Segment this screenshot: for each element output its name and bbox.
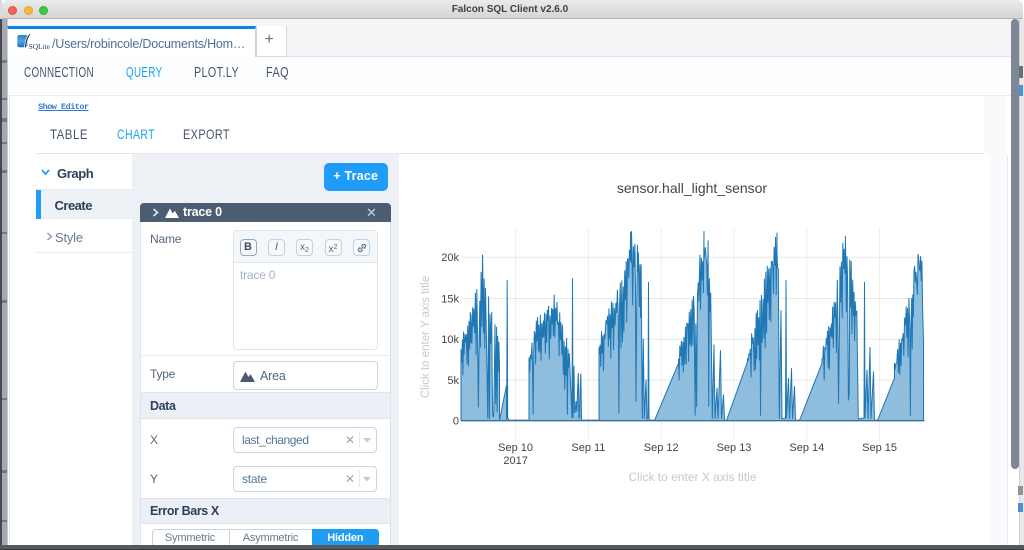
svg-text:Sep 11: Sep 11 [571,442,605,454]
svg-text:Sep 12: Sep 12 [644,442,679,454]
svg-text:Click to enter X axis title: Click to enter X axis title [628,470,756,484]
svg-text:5k: 5k [447,375,459,387]
svg-text:Click to enter Y axis title: Click to enter Y axis title [420,276,432,398]
svg-text:15k: 15k [441,293,459,305]
svg-text:20k: 20k [441,252,459,264]
svg-text:Sep 15: Sep 15 [862,442,897,454]
svg-text:SQLite: SQLite [29,42,51,51]
svg-text:Sep 14: Sep 14 [789,442,824,454]
svg-text:2017: 2017 [503,455,527,467]
svg-text:0: 0 [453,415,459,427]
svg-text:Sep 10: Sep 10 [498,442,533,454]
svg-text:Sep 13: Sep 13 [717,442,752,454]
svg-text:sensor.hall_light_sensor: sensor.hall_light_sensor [617,180,768,196]
svg-text:10k: 10k [441,334,459,346]
